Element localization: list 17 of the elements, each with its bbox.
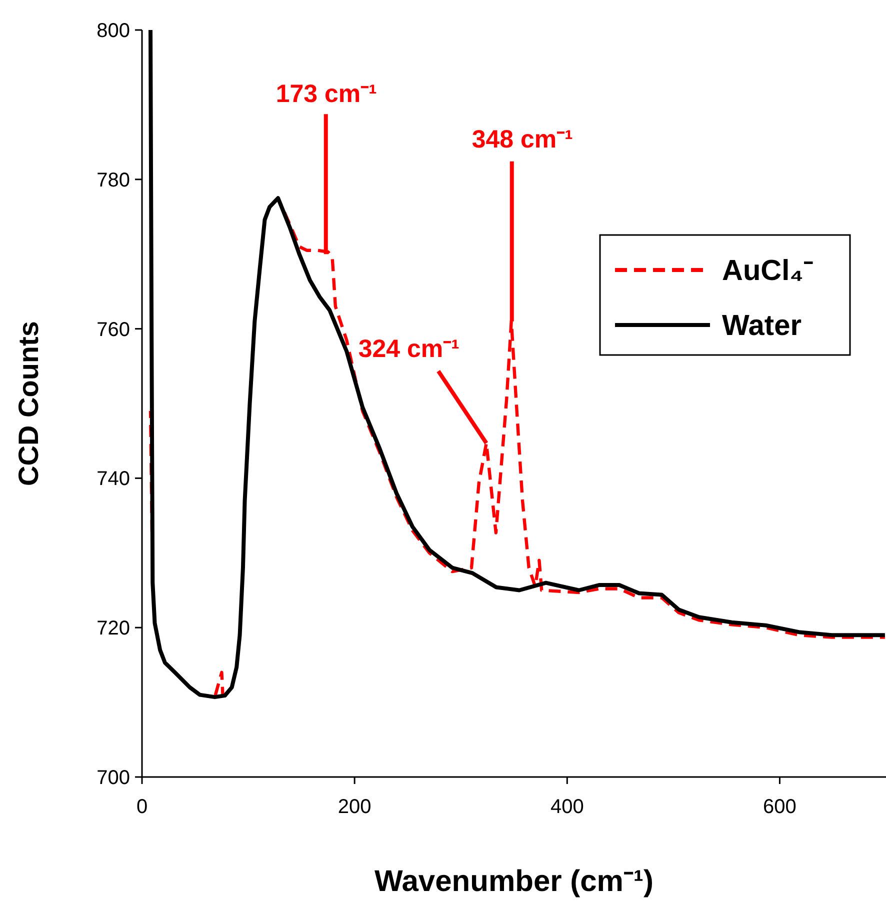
y-tick-label: 800 bbox=[96, 20, 130, 42]
y-axis-title: CCD Counts bbox=[13, 321, 44, 486]
x-tick-label: 200 bbox=[338, 796, 372, 818]
x-tick-label: 0 bbox=[136, 796, 148, 818]
annotation: 324 cm⁻¹ bbox=[358, 335, 460, 364]
y-tick-label: 780 bbox=[96, 169, 130, 192]
x-axis-title: Wavenumber (cm⁻¹) bbox=[374, 865, 654, 898]
x-tick-label: 400 bbox=[550, 796, 584, 818]
y-tick-label: 720 bbox=[96, 618, 130, 640]
y-tick-label: 740 bbox=[96, 468, 130, 490]
annotation: 173 cm⁻¹ bbox=[276, 80, 377, 108]
y-tick-label: 760 bbox=[96, 318, 130, 341]
legend-label: Water bbox=[722, 310, 802, 342]
x-tick-label: 600 bbox=[763, 796, 796, 818]
legend-label: AuCl₄⁻ bbox=[722, 255, 814, 288]
annotation: 348 cm⁻¹ bbox=[472, 125, 573, 154]
y-tick-label: 700 bbox=[96, 767, 130, 789]
